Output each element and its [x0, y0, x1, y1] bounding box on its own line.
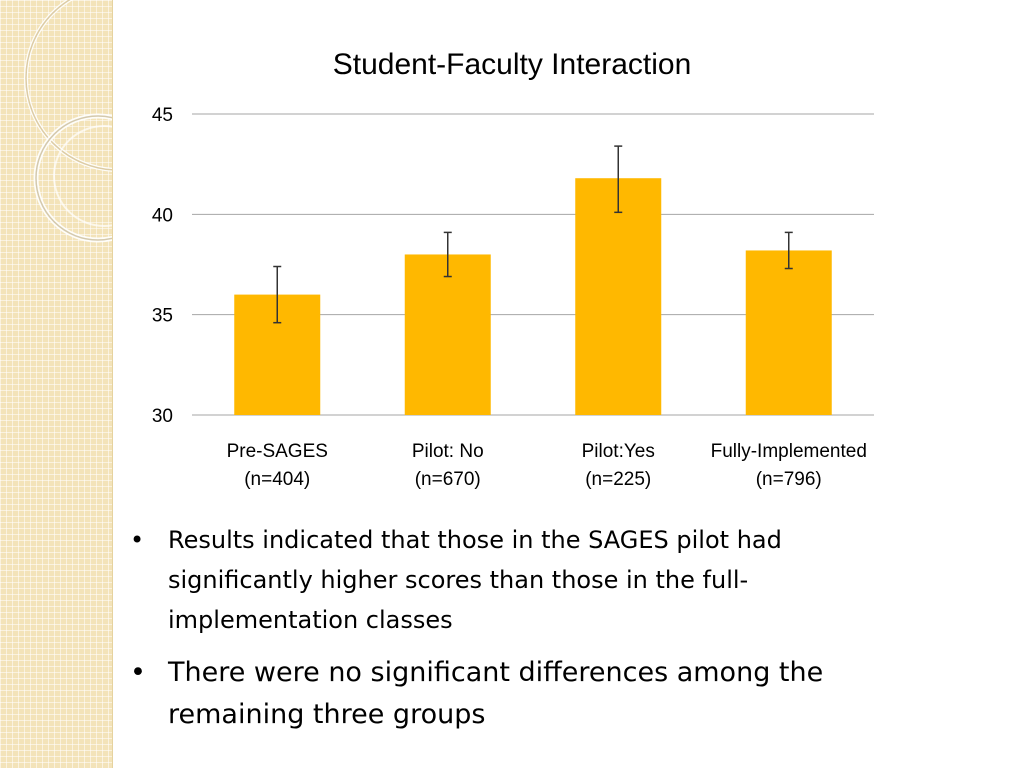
- bar: [404, 254, 491, 415]
- bar: [745, 250, 832, 415]
- error-bars: [273, 145, 793, 324]
- bar-chart: Student-Faculty Interaction 30 35 40 45 Pre…: [152, 48, 874, 490]
- x-tick-label: Pre-SAGES (n=404): [227, 441, 328, 490]
- x-axis-labels: Pre-SAGES (n=404) Pilot: No (n=670) Pilot:Ye…: [227, 441, 867, 490]
- chart-title: Student-Faculty Interaction: [333, 48, 692, 81]
- bars: [234, 178, 832, 415]
- x-tick-label: Fully-Implemented (n=796): [711, 441, 867, 490]
- x-tick-label: Pilot:Yes (n=225): [582, 441, 655, 490]
- decorative-side-band: [0, 0, 113, 768]
- decorative-rings: [24, 0, 112, 243]
- bullet-marker: •: [130, 526, 145, 554]
- bullet-text: There were no significant differences am…: [168, 657, 824, 730]
- bar: [575, 178, 662, 415]
- y-tick-label: 45: [152, 105, 173, 126]
- bullet-list: • Results indicated that those in the SA…: [130, 520, 900, 736]
- y-tick-label: 40: [152, 205, 173, 226]
- x-tick-label: Pilot: No (n=670): [412, 441, 484, 490]
- y-tick-label: 30: [152, 406, 173, 427]
- bullet-marker: •: [130, 657, 146, 688]
- bullet-item-2: • There were no significant differences …: [130, 652, 900, 736]
- bullet-item-1: • Results indicated that those in the SA…: [130, 520, 900, 640]
- y-tick-label: 35: [152, 306, 173, 327]
- bullet-text: Results indicated that those in the SAGE…: [168, 526, 782, 634]
- y-axis-ticks: 30 35 40 45: [152, 105, 173, 427]
